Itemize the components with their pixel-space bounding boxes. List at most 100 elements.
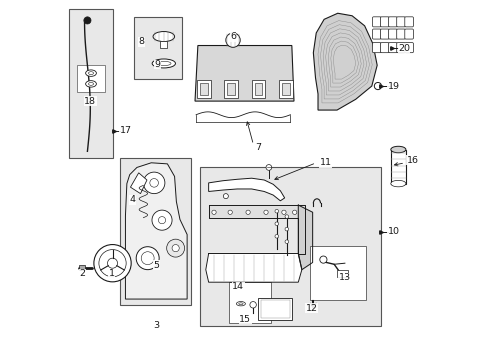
Text: 9: 9 (154, 60, 160, 69)
Ellipse shape (85, 70, 96, 76)
Circle shape (172, 244, 179, 252)
Circle shape (319, 256, 326, 263)
Text: 6: 6 (229, 32, 236, 41)
Bar (254, 83, 262, 95)
Text: 3: 3 (153, 321, 160, 330)
Bar (160, 41, 167, 48)
FancyBboxPatch shape (388, 29, 396, 39)
FancyBboxPatch shape (372, 29, 380, 39)
FancyBboxPatch shape (380, 42, 388, 53)
Text: 12: 12 (305, 304, 317, 313)
Ellipse shape (152, 59, 175, 68)
Text: 8: 8 (139, 37, 144, 46)
Text: 16: 16 (406, 156, 418, 165)
Polygon shape (208, 205, 305, 253)
Circle shape (274, 222, 278, 226)
Text: 7: 7 (255, 143, 261, 152)
Ellipse shape (153, 32, 174, 41)
Ellipse shape (88, 82, 93, 85)
Circle shape (227, 210, 232, 215)
Circle shape (274, 234, 278, 238)
FancyBboxPatch shape (380, 17, 388, 27)
Bar (309, 246, 366, 300)
Text: 13: 13 (338, 273, 350, 282)
Bar (200, 167, 380, 326)
FancyBboxPatch shape (396, 17, 405, 27)
Circle shape (373, 82, 381, 90)
Text: 19: 19 (387, 82, 399, 91)
Bar (77, 65, 105, 92)
FancyBboxPatch shape (388, 17, 396, 27)
Circle shape (285, 240, 288, 243)
Circle shape (152, 210, 172, 230)
FancyBboxPatch shape (404, 17, 412, 27)
Circle shape (285, 227, 288, 231)
Text: 15: 15 (239, 315, 251, 324)
Text: 4: 4 (129, 195, 135, 204)
Ellipse shape (236, 302, 245, 306)
Circle shape (281, 210, 285, 215)
Circle shape (143, 172, 164, 194)
Circle shape (223, 194, 228, 199)
FancyBboxPatch shape (388, 42, 396, 53)
Circle shape (245, 210, 250, 215)
Circle shape (166, 239, 184, 257)
Bar (200, 83, 207, 95)
Polygon shape (195, 45, 293, 101)
Circle shape (136, 247, 159, 270)
Text: 10: 10 (387, 228, 399, 237)
Text: 2: 2 (79, 269, 85, 278)
Circle shape (141, 252, 154, 265)
Circle shape (285, 215, 288, 219)
Polygon shape (125, 163, 187, 299)
Bar (336, 270, 347, 277)
Bar (228, 282, 270, 323)
Ellipse shape (390, 146, 405, 153)
Circle shape (94, 244, 131, 282)
Polygon shape (298, 205, 312, 270)
Bar (251, 80, 265, 98)
FancyBboxPatch shape (396, 29, 405, 39)
Ellipse shape (156, 61, 171, 66)
Ellipse shape (390, 180, 405, 187)
Circle shape (225, 33, 240, 47)
Bar (224, 80, 238, 98)
Polygon shape (130, 173, 147, 194)
Ellipse shape (88, 72, 93, 75)
Circle shape (149, 179, 158, 187)
Bar (69, 9, 112, 158)
FancyBboxPatch shape (404, 42, 412, 53)
Bar (260, 301, 289, 318)
Polygon shape (205, 253, 301, 282)
Ellipse shape (238, 303, 243, 305)
Circle shape (292, 210, 296, 215)
FancyBboxPatch shape (396, 42, 405, 53)
Polygon shape (208, 178, 284, 201)
Bar (278, 80, 292, 98)
Circle shape (265, 165, 271, 170)
Circle shape (158, 217, 165, 224)
Text: 14: 14 (232, 282, 244, 291)
Text: 18: 18 (84, 96, 96, 105)
FancyBboxPatch shape (404, 29, 412, 39)
Bar (390, 149, 405, 184)
Circle shape (99, 249, 126, 277)
Bar (197, 80, 210, 98)
Text: 11: 11 (319, 158, 331, 167)
Circle shape (211, 210, 216, 215)
Text: 1: 1 (109, 269, 115, 278)
Ellipse shape (85, 81, 96, 87)
Text: 20: 20 (397, 44, 409, 53)
Bar (227, 83, 235, 95)
Bar (79, 265, 85, 270)
Text: 17: 17 (120, 126, 131, 135)
Bar (134, 17, 182, 79)
FancyBboxPatch shape (380, 29, 388, 39)
FancyBboxPatch shape (372, 17, 380, 27)
Circle shape (249, 302, 256, 308)
Bar (258, 298, 292, 320)
Bar (120, 158, 191, 305)
Bar (281, 83, 289, 95)
Polygon shape (313, 13, 376, 110)
Text: 5: 5 (153, 261, 159, 270)
